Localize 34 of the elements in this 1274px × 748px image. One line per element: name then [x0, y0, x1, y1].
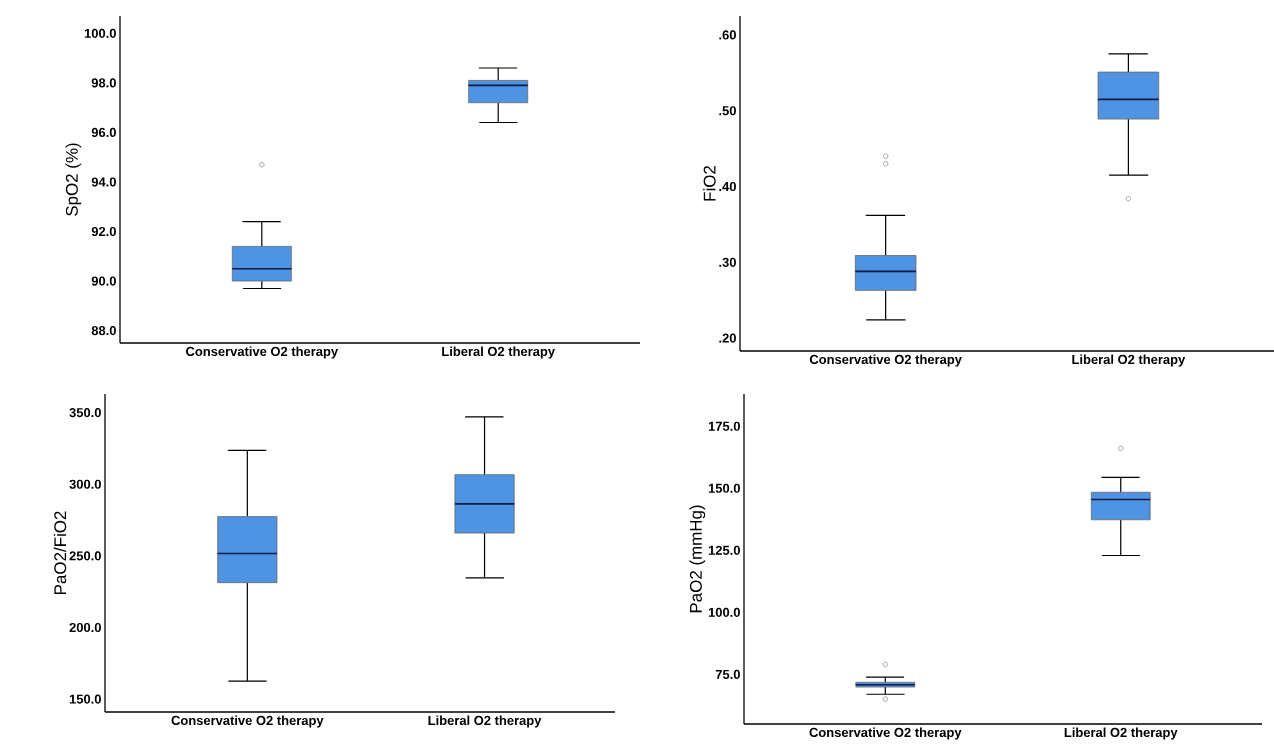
y-tick-label: .50 [719, 106, 736, 116]
x-tick-label: Conservative O2 therapy [171, 715, 324, 728]
y-tick-label: 96.0 [91, 127, 116, 138]
y-tick-label: 88.0 [91, 326, 116, 336]
y-tick-label: 150.0 [69, 694, 101, 704]
x-tick-label: Liberal O2 therapy [428, 715, 542, 728]
y-tick-label: 100.0 [84, 28, 116, 38]
y-tick-label: 125.0 [708, 545, 740, 555]
x-tick-label: Conservative O2 therapy [809, 727, 962, 740]
y-tick-label: 90.0 [91, 276, 116, 286]
y-tick-label: .60 [719, 30, 736, 40]
y-tick-label: 350.0 [69, 408, 101, 418]
x-tick-label: Liberal O2 therapy [442, 346, 555, 359]
y-tick-label: 150.0 [708, 483, 740, 493]
y-tick-label: .30 [719, 257, 736, 267]
x-tick-label: Conservative O2 therapy [809, 354, 962, 367]
y-tick-label: .40 [719, 181, 736, 192]
y-tick-label: 94.0 [91, 177, 116, 187]
y-axis-title: SpO2 (%) [65, 143, 82, 216]
y-axis-title: FiO2 [703, 166, 716, 201]
y-tick-label: 175.0 [708, 421, 740, 431]
x-tick-label: Conservative O2 therapy [186, 346, 339, 359]
y-tick-label: 98.0 [91, 78, 116, 88]
y-tick-label: 300.0 [69, 479, 101, 489]
y-axis-title: PaO2/FiO2 [53, 511, 67, 594]
y-tick-label: 100.0 [708, 607, 740, 617]
y-tick-label: 92.0 [91, 226, 116, 237]
y-tick-label: 75.0 [715, 669, 740, 679]
y-tick-label: 250.0 [69, 551, 101, 561]
y-tick-label: 200.0 [69, 622, 101, 633]
x-tick-label: Liberal O2 therapy [1072, 354, 1186, 367]
y-tick-label: .20 [719, 333, 736, 343]
x-tick-label: Liberal O2 therapy [1064, 727, 1178, 740]
y-axis-title: PaO2 (mmHg) [689, 505, 706, 613]
